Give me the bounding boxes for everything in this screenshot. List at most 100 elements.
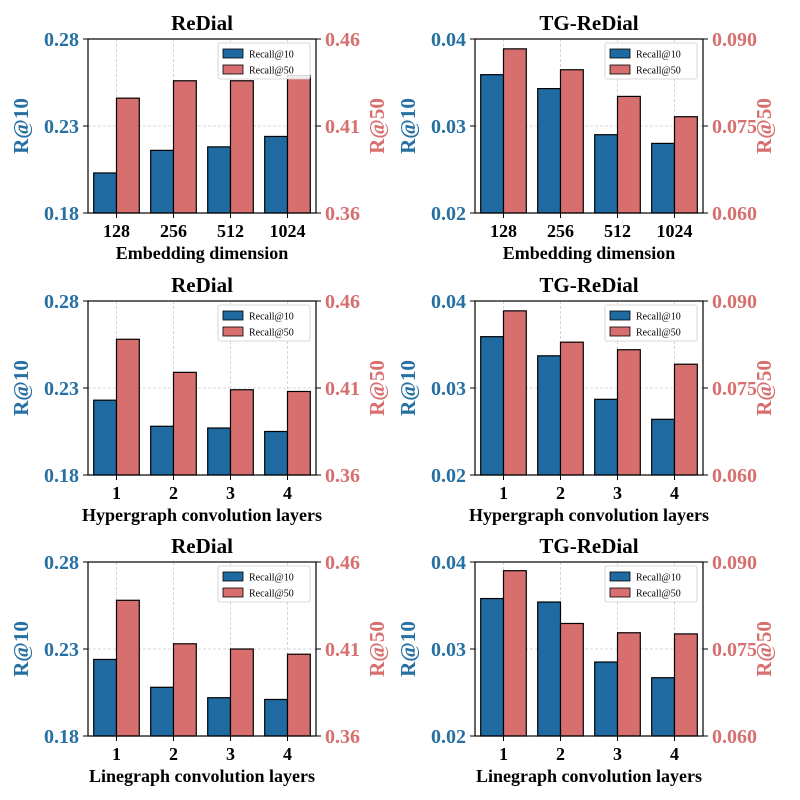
bar-recall50 xyxy=(673,116,698,214)
x-tick-label: 1 xyxy=(112,483,121,503)
bar-recall10 xyxy=(150,425,175,476)
y-axis-label-left: R@10 xyxy=(396,98,420,154)
bar-recall10 xyxy=(651,418,676,476)
legend-label-recall50: Recall@50 xyxy=(636,66,681,77)
bar-recall50 xyxy=(172,80,197,214)
legend-swatch-recall10 xyxy=(609,48,631,59)
chart-panel-6: 1 2 3 4 0.02 0.03 0.04 0.060 0.075 0.090 TG-ReDial… xyxy=(396,534,776,786)
y-tick-label-left: 0.04 xyxy=(431,291,466,313)
legend: Recall@10 Recall@50 xyxy=(604,304,698,342)
y-tick-label-right: 0.36 xyxy=(325,203,360,225)
bar-recall50 xyxy=(502,48,527,214)
legend-label-recall50: Recall@50 xyxy=(636,328,681,339)
x-tick-label: 2 xyxy=(169,744,178,764)
chart-title: ReDial xyxy=(171,273,233,297)
bar-recall50 xyxy=(115,338,140,476)
y-tick-label-left: 0.18 xyxy=(44,465,79,487)
chart-panel-5: 1 2 3 4 0.18 0.23 0.28 0.36 0.41 0.46 ReDial Linegr… xyxy=(9,534,389,786)
x-tick-label: 4 xyxy=(283,744,292,764)
chart-panel-4: 1 2 3 4 0.02 0.03 0.04 0.060 0.075 0.090 TG-ReDial… xyxy=(396,273,776,525)
bar-recall50 xyxy=(616,632,641,737)
legend-swatch-recall50 xyxy=(609,326,631,337)
legend: Recall@10 Recall@50 xyxy=(217,565,311,603)
bar-recall50 xyxy=(172,643,197,737)
legend: Recall@10 Recall@50 xyxy=(604,565,698,603)
bar-recall10 xyxy=(651,142,676,214)
bar-recall10 xyxy=(594,661,619,737)
y-tick-label-left: 0.18 xyxy=(44,203,79,225)
x-tick-label: 1 xyxy=(112,744,121,764)
legend-label-recall10: Recall@10 xyxy=(636,573,681,584)
bar-recall50 xyxy=(172,371,197,476)
chart-title: TG-ReDial xyxy=(539,534,638,558)
chart-title: TG-ReDial xyxy=(539,11,638,35)
bar-recall50 xyxy=(502,570,527,737)
x-axis-label: Embedding dimension xyxy=(116,243,289,263)
bar-recall10 xyxy=(207,146,232,214)
bar-recall10 xyxy=(264,698,289,737)
y-tick-label-left: 0.04 xyxy=(431,552,466,574)
bar-recall10 xyxy=(264,430,289,476)
legend: Recall@10 Recall@50 xyxy=(604,42,698,80)
y-axis-label-right: R@50 xyxy=(752,621,776,677)
bar-recall50 xyxy=(616,349,641,476)
legend-swatch-recall10 xyxy=(609,310,631,321)
chart-panel-2: 128 256 512 1024 0.02 0.03 0.04 0.060 0.075 0.090… xyxy=(396,11,776,263)
y-tick-label-left: 0.23 xyxy=(44,639,79,661)
bar-recall50 xyxy=(286,390,311,476)
bar-recall50 xyxy=(115,97,140,214)
chart-title: ReDial xyxy=(171,11,233,35)
legend-label-recall10: Recall@10 xyxy=(636,312,681,323)
y-tick-label-right: 0.060 xyxy=(712,203,757,225)
bar-recall10 xyxy=(651,677,676,737)
bar-recall50 xyxy=(559,622,584,737)
y-tick-label-right: 0.41 xyxy=(325,639,360,661)
bar-recall10 xyxy=(93,399,118,476)
y-tick-label-right: 0.090 xyxy=(712,29,757,51)
legend-swatch-recall50 xyxy=(609,64,631,75)
bar-recall10 xyxy=(264,135,289,214)
legend-label-recall10: Recall@10 xyxy=(636,50,681,61)
y-tick-label-right: 0.41 xyxy=(325,116,360,138)
chart-title: ReDial xyxy=(171,534,233,558)
legend-swatch-recall50 xyxy=(222,587,244,598)
y-tick-label-right: 0.060 xyxy=(712,726,757,748)
y-tick-label-right: 0.090 xyxy=(712,552,757,574)
y-tick-label-right: 0.36 xyxy=(325,726,360,748)
legend-swatch-recall50 xyxy=(222,326,244,337)
bar-recall50 xyxy=(229,648,254,737)
x-tick-label: 256 xyxy=(547,221,574,241)
x-tick-label: 256 xyxy=(160,221,187,241)
bar-recall10 xyxy=(480,597,505,737)
legend-swatch-recall50 xyxy=(222,64,244,75)
bar-recall10 xyxy=(480,74,505,214)
bar-recall50 xyxy=(229,80,254,214)
legend: Recall@10 Recall@50 xyxy=(217,304,311,342)
y-tick-label-right: 0.075 xyxy=(712,378,757,400)
x-tick-label: 512 xyxy=(604,221,631,241)
y-axis-label-right: R@50 xyxy=(365,360,389,416)
x-tick-label: 3 xyxy=(613,744,622,764)
chart-panel-1: 128 256 512 1024 0.18 0.23 0.28 0.36 0.41 0.46 ReD… xyxy=(9,11,389,263)
bar-recall10 xyxy=(93,658,118,737)
legend-label-recall10: Recall@10 xyxy=(249,573,294,584)
x-tick-label: 3 xyxy=(613,483,622,503)
y-axis-label-left: R@10 xyxy=(396,621,420,677)
x-tick-label: 128 xyxy=(490,221,517,241)
y-axis-label-left: R@10 xyxy=(9,98,33,154)
bar-recall50 xyxy=(559,341,584,476)
y-axis-label-left: R@10 xyxy=(396,360,420,416)
bar-recall10 xyxy=(207,697,232,737)
bar-recall10 xyxy=(594,398,619,476)
x-tick-label: 2 xyxy=(556,483,565,503)
legend-swatch-recall50 xyxy=(609,587,631,598)
y-axis-label-left: R@10 xyxy=(9,621,33,677)
x-tick-label: 512 xyxy=(217,221,244,241)
y-tick-label-left: 0.23 xyxy=(44,116,79,138)
y-tick-label-right: 0.075 xyxy=(712,639,757,661)
y-tick-label-left: 0.28 xyxy=(44,552,79,574)
y-tick-label-left: 0.28 xyxy=(44,291,79,313)
y-axis-label-right: R@50 xyxy=(752,98,776,154)
y-tick-label-right: 0.060 xyxy=(712,465,757,487)
y-axis-label-right: R@50 xyxy=(365,621,389,677)
